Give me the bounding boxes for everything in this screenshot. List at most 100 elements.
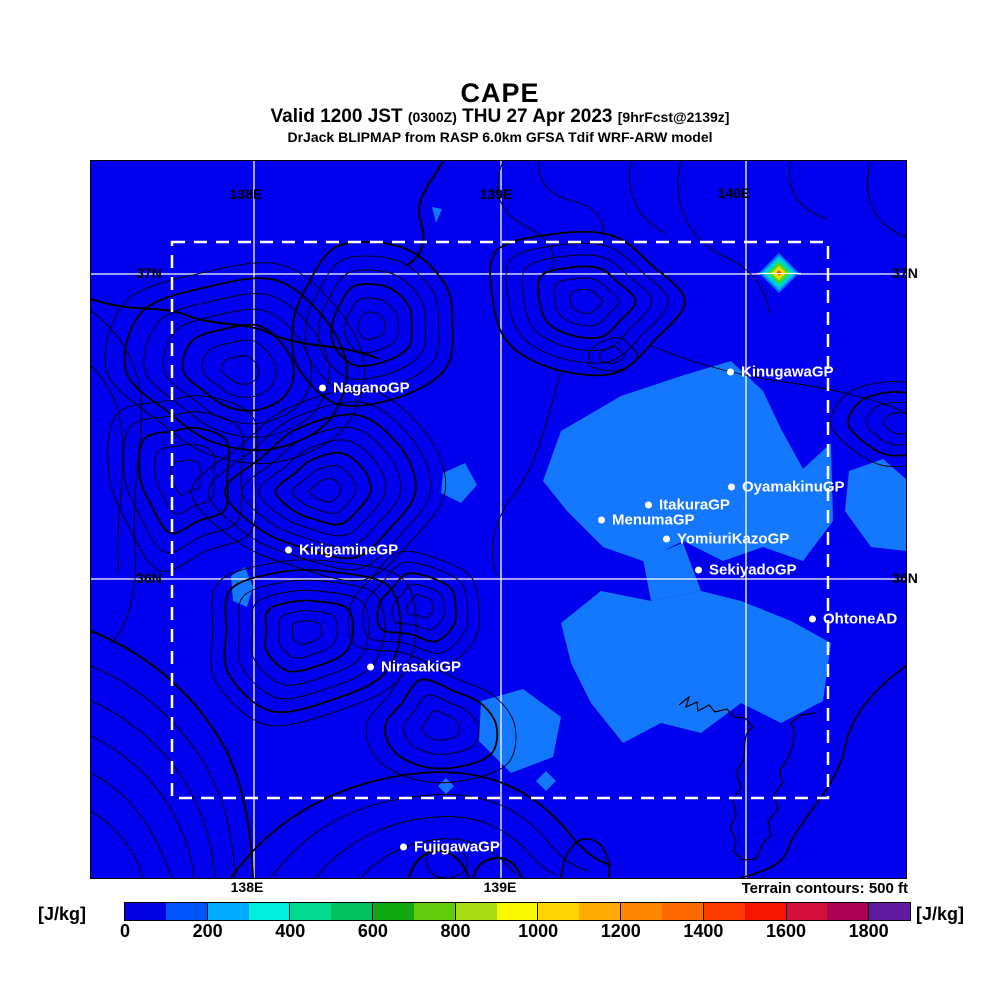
terrain-contour-loop (347, 550, 480, 666)
lat-label-37n-right: 37N (892, 265, 918, 281)
colorbar-segment (413, 903, 455, 920)
valid-time-utc: (0300Z) (407, 109, 457, 125)
terrain-contour-loop (291, 465, 357, 514)
terrain-contour-loop (365, 663, 517, 784)
colorbar-tick-label: 1400 (683, 921, 724, 941)
lon-label-138e-bottom: 138E (230, 879, 264, 895)
colorbar-tick-label: 400 (275, 921, 306, 941)
terrain-contour-loop (210, 559, 417, 727)
lon-label-140e-top: 140E (717, 185, 751, 201)
terrain-contour-loop (237, 579, 386, 700)
colorbar-segment (496, 903, 538, 920)
terrain-contour-loop (489, 230, 686, 377)
terrain-contour-loop (362, 561, 469, 655)
terrain-contours (104, 230, 906, 784)
terrain-contour-loop (537, 265, 637, 340)
terrain-contour-loop (122, 411, 244, 553)
cape-hotspot (757, 253, 801, 293)
colorbar-segment (125, 903, 166, 920)
cape-patches (231, 207, 906, 794)
colorbar-segment (620, 903, 662, 920)
terrain-contour-loop (344, 297, 399, 354)
terrain-contour-loop (169, 459, 201, 496)
terrain-contour-loop (406, 594, 434, 619)
terrain-contour-loop (830, 381, 906, 467)
terrain-contour-loop (123, 277, 348, 452)
terrain-contour-loop (391, 583, 445, 631)
terrain-contour-loop (258, 439, 387, 537)
cape-map: NaganoGP KinugawaGP OyamakinuGP ItakuraG… (90, 160, 907, 879)
colorbar-segment (248, 903, 290, 920)
terrain-contour-loop (224, 413, 417, 560)
colorbar-segment (827, 903, 869, 920)
colorbar-segment (744, 903, 786, 920)
terrain-contour-loop (291, 241, 454, 407)
colorbar-segment (785, 903, 828, 920)
terrain-contour-loop (181, 323, 295, 412)
lon-label-138e-top: 138E (229, 186, 263, 202)
lon-label-139e-bottom: 139E (483, 879, 517, 895)
terrain-contour-loop (569, 288, 603, 314)
tokyo-bay-coastline (678, 695, 816, 861)
colorbar-tick-label: 800 (440, 921, 471, 941)
colorbar-segment (579, 903, 621, 920)
grid-lines (91, 161, 906, 878)
colorbar-segment (702, 903, 745, 920)
terrain-contour-loop (221, 355, 260, 385)
colorbar-segment (868, 903, 911, 920)
units-label-left: [J/kg] (38, 904, 87, 924)
terrain-contour-loop (291, 620, 323, 646)
model-description: DrJack BLIPMAP from RASP 6.0km GFSA Tdif… (287, 129, 713, 145)
terrain-contour-note: Terrain contours: 500 ft (741, 880, 908, 897)
terrain-contour-loop (138, 426, 230, 535)
terrain-contour-loop (553, 277, 620, 327)
colorbar-segment (289, 903, 332, 920)
terrain-contour-loop (154, 443, 215, 515)
colorbar-segment (165, 903, 207, 920)
colorbar-tick-label: 1000 (518, 921, 559, 941)
inner-domain-dashed-box (170, 240, 830, 800)
lon-label-139e-top: 139E (479, 186, 513, 202)
forecast-cycle: [9hrFcst@2139z] (617, 109, 730, 125)
terrain-contour-loop (304, 255, 440, 394)
terrain-contour-loop (162, 308, 313, 425)
terrain-contour-loop (107, 395, 258, 573)
terrain-contour-loop (223, 569, 402, 714)
terrain-contour-loop (201, 339, 277, 398)
terrain-contour-loop (847, 391, 906, 457)
colorbar-segment (372, 903, 414, 920)
colorbar-tick-labels: 0 200 400 600 800 1000 1200 1400 1600 1800 (120, 921, 910, 943)
colorbar-tick-label: 1800 (848, 921, 889, 941)
valid-time-line: Valid 1200 JST (0300Z) THU 27 Apr 2023 [… (0, 106, 1000, 128)
terrain-contour-loop (330, 283, 413, 367)
colorbar (124, 902, 911, 921)
terrain-contour-loop (207, 401, 432, 570)
colorbar-segment (661, 903, 703, 920)
terrain-contour-loop (278, 610, 338, 659)
units-label-right: [J/kg] (916, 904, 965, 924)
lat-label-36n-right: 36N (892, 570, 918, 586)
terrain-contour-loop (143, 293, 330, 438)
valid-time: Valid 1200 JST (270, 106, 403, 127)
colorbar-tick-label: 200 (192, 921, 223, 941)
colorbar-segment (331, 903, 373, 920)
terrain-contour-loop (865, 401, 906, 446)
terrain-contour-loop (521, 254, 653, 352)
terrain-contour-loop (383, 678, 499, 770)
map-canvas (91, 161, 906, 878)
terrain-contour-loop (191, 388, 447, 582)
terrain-contour-loop (264, 599, 355, 673)
terrain-contour-loop (308, 477, 342, 503)
terrain-contour-loop (274, 451, 372, 526)
terrain-contour-loop (599, 346, 625, 364)
terrain-contour-loop (403, 694, 479, 755)
valid-date: THU 27 Apr 2023 (462, 106, 613, 127)
colorbar-segment (206, 903, 249, 920)
colorbar-segment (454, 903, 497, 920)
terrain-contour-loop (251, 589, 370, 686)
page-title: CAPE (460, 78, 540, 108)
terrain-contour-loop (505, 242, 669, 364)
lat-label-36n-left: 36N (136, 570, 162, 586)
header: CAPE Valid 1200 JST (0300Z) THU 27 Apr 2… (0, 80, 1000, 146)
